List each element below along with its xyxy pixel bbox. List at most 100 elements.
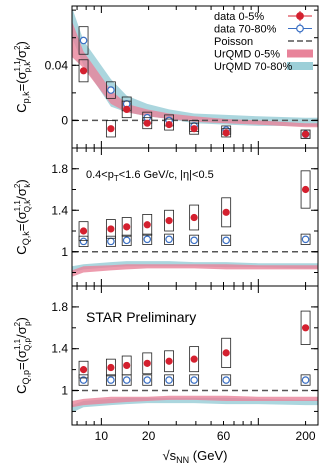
panel-frame bbox=[71, 285, 319, 426]
peripheral-point bbox=[301, 235, 310, 244]
panel-2: 1 1.4 1.8 CQ,k=(σ1,1Q,k/σ2k) 0.4<pT<1.6 GeV/… bbox=[13, 147, 319, 287]
central-sys-box bbox=[78, 221, 89, 241]
central-sys-box bbox=[300, 170, 311, 209]
kinematic-cut-annotation: 0.4<pT<1.6 GeV/c, |η|<0.5 bbox=[86, 169, 214, 183]
legend-label: data 70-80% bbox=[214, 24, 277, 36]
peripheral-point bbox=[190, 376, 198, 384]
legend-label: data 0-5% bbox=[214, 11, 264, 23]
central-sys-box bbox=[142, 214, 153, 236]
legend-label: UrQMD 0-5% bbox=[214, 49, 280, 61]
central-point bbox=[190, 355, 198, 363]
central-point bbox=[107, 225, 115, 233]
central-sys-box bbox=[142, 117, 153, 130]
peripheral-point bbox=[222, 376, 230, 384]
peripheral-sys-box bbox=[164, 374, 174, 386]
y-label-sub: Q,k bbox=[21, 231, 31, 246]
y-label-sup2: 2 bbox=[13, 183, 22, 188]
x-tick-label: 200 bbox=[296, 429, 316, 443]
central-point bbox=[123, 105, 131, 113]
central-sys-box bbox=[78, 360, 89, 379]
central-point bbox=[222, 349, 230, 357]
y-tick-label: 1 bbox=[61, 245, 68, 259]
y-axis-label: CQ,k=(σ1,1Q,k/σ2k) bbox=[13, 179, 32, 254]
y-label-sub3: p bbox=[23, 321, 32, 326]
x-label-main: √s bbox=[163, 448, 177, 463]
annotation-rest: <1.6 GeV/c, |η|<0.5 bbox=[119, 169, 214, 181]
y-label-sub2: p,k bbox=[23, 61, 32, 73]
central-point bbox=[143, 119, 151, 127]
peripheral-point bbox=[190, 236, 198, 245]
y-label-sub2: Q,p bbox=[23, 337, 32, 350]
urqmd-central-band bbox=[72, 264, 318, 277]
panel-3: 11.41.8CQ,p=(σ1,1Q,p/σ2p) STAR Preliminar… bbox=[13, 285, 319, 426]
central-point bbox=[301, 324, 310, 332]
annotation-text: 0.4<p bbox=[86, 169, 114, 181]
y-tick-label: 1.8 bbox=[51, 300, 68, 314]
y-axis-label: Cp,k=(σ1,1p,k/σ2k) bbox=[13, 41, 32, 113]
central-point bbox=[190, 213, 198, 222]
peripheral-sys-box bbox=[189, 374, 200, 386]
x-tick-label: 60 bbox=[217, 429, 231, 443]
central-point bbox=[165, 217, 173, 225]
y-label-sub2: Q,k bbox=[23, 199, 32, 212]
y-label-close: ) bbox=[14, 317, 29, 321]
y-label-rest: /σ bbox=[14, 326, 29, 338]
peripheral-sys-box bbox=[189, 234, 200, 246]
legend-marker-band bbox=[287, 49, 313, 58]
central-point bbox=[222, 129, 230, 137]
central-sys-box bbox=[221, 128, 232, 138]
central-point bbox=[107, 125, 115, 133]
y-tick-label: 1.4 bbox=[51, 342, 68, 356]
annotation-sub: T bbox=[114, 174, 119, 183]
peripheral-point bbox=[79, 237, 88, 246]
peripheral-point bbox=[79, 36, 88, 45]
legend-label: UrQMD 70-80% bbox=[214, 61, 292, 73]
peripheral-point bbox=[122, 236, 131, 245]
central-point bbox=[123, 223, 131, 231]
y-tick-label: 1 bbox=[61, 384, 68, 398]
central-sys-box bbox=[189, 346, 200, 373]
central-sys-box bbox=[105, 219, 116, 239]
peripheral-point bbox=[122, 376, 131, 384]
central-point bbox=[165, 357, 173, 365]
central-sys-box bbox=[121, 355, 132, 376]
central-sys-box bbox=[105, 358, 116, 377]
central-point bbox=[143, 359, 151, 367]
star-preliminary-label: STAR Preliminary bbox=[86, 309, 196, 325]
x-label-unit: (GeV) bbox=[189, 448, 227, 463]
y-label-eq: =(σ bbox=[14, 71, 29, 91]
peripheral-point bbox=[79, 376, 88, 384]
urqmd-central-band bbox=[72, 21, 318, 128]
y-tick-label: 1.8 bbox=[51, 162, 68, 176]
legend-marker bbox=[296, 12, 304, 20]
y-label-close: ) bbox=[14, 179, 29, 183]
legend-marker-band bbox=[287, 62, 313, 70]
y-label-sub: p,k bbox=[21, 91, 31, 104]
peripheral-sys-box bbox=[221, 234, 232, 246]
peripheral-point bbox=[107, 237, 115, 246]
y-label-sup2: 2 bbox=[13, 45, 22, 50]
central-point bbox=[222, 208, 230, 216]
y-label-sup2: 2 bbox=[13, 321, 22, 326]
y-axis-label: CQ,p=(σ1,1Q,p/σ2p) bbox=[13, 317, 32, 394]
peripheral-sys-box bbox=[142, 374, 153, 386]
peripheral-point bbox=[222, 236, 230, 245]
central-sys-box bbox=[189, 122, 200, 135]
y-tick-label: 1.4 bbox=[51, 203, 68, 217]
y-label-sup: 1,1 bbox=[13, 60, 22, 72]
central-sys-box bbox=[121, 100, 132, 119]
central-sys-box bbox=[121, 217, 132, 237]
peripheral-sys-box bbox=[300, 374, 311, 386]
central-point bbox=[107, 363, 115, 372]
y-label-sup: 1,1 bbox=[13, 338, 22, 350]
central-point bbox=[301, 185, 310, 194]
y-label-eq: =(σ bbox=[14, 350, 29, 370]
peripheral-point bbox=[165, 376, 173, 384]
peripheral-point bbox=[301, 376, 310, 384]
x-label-sub: NN bbox=[176, 455, 189, 464]
legend-marker bbox=[296, 24, 304, 33]
peripheral-sys-box bbox=[164, 233, 174, 245]
central-sys-box bbox=[164, 209, 174, 232]
